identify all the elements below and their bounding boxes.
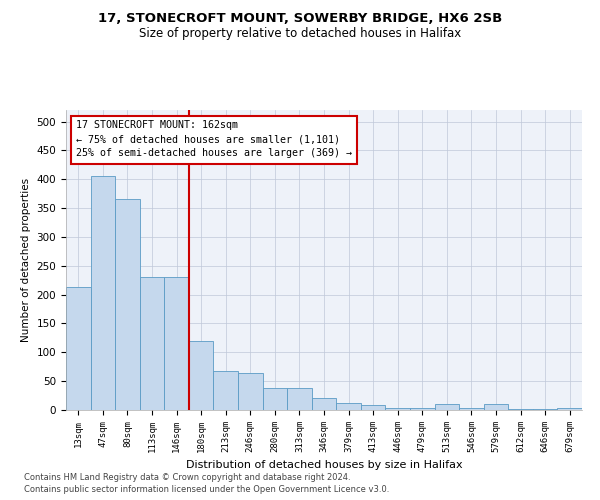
- Bar: [115, 200, 140, 410]
- Bar: [91, 176, 115, 410]
- Bar: [336, 402, 361, 410]
- Text: Size of property relative to detached houses in Halifax: Size of property relative to detached ho…: [139, 28, 461, 40]
- Bar: [238, 372, 263, 410]
- Bar: [361, 406, 385, 410]
- Bar: [484, 404, 508, 410]
- Bar: [263, 388, 287, 410]
- Text: Contains HM Land Registry data © Crown copyright and database right 2024.: Contains HM Land Registry data © Crown c…: [24, 472, 350, 482]
- Bar: [140, 278, 164, 410]
- Bar: [164, 278, 189, 410]
- X-axis label: Distribution of detached houses by size in Halifax: Distribution of detached houses by size …: [185, 460, 463, 470]
- Bar: [410, 408, 434, 410]
- Bar: [312, 398, 336, 410]
- Bar: [459, 408, 484, 410]
- Bar: [189, 341, 214, 410]
- Text: 17 STONECROFT MOUNT: 162sqm
← 75% of detached houses are smaller (1,101)
25% of : 17 STONECROFT MOUNT: 162sqm ← 75% of det…: [76, 120, 352, 158]
- Y-axis label: Number of detached properties: Number of detached properties: [21, 178, 31, 342]
- Text: Contains public sector information licensed under the Open Government Licence v3: Contains public sector information licen…: [24, 485, 389, 494]
- Bar: [287, 388, 312, 410]
- Bar: [434, 404, 459, 410]
- Bar: [214, 371, 238, 410]
- Bar: [557, 408, 582, 410]
- Bar: [66, 287, 91, 410]
- Text: 17, STONECROFT MOUNT, SOWERBY BRIDGE, HX6 2SB: 17, STONECROFT MOUNT, SOWERBY BRIDGE, HX…: [98, 12, 502, 26]
- Bar: [385, 408, 410, 410]
